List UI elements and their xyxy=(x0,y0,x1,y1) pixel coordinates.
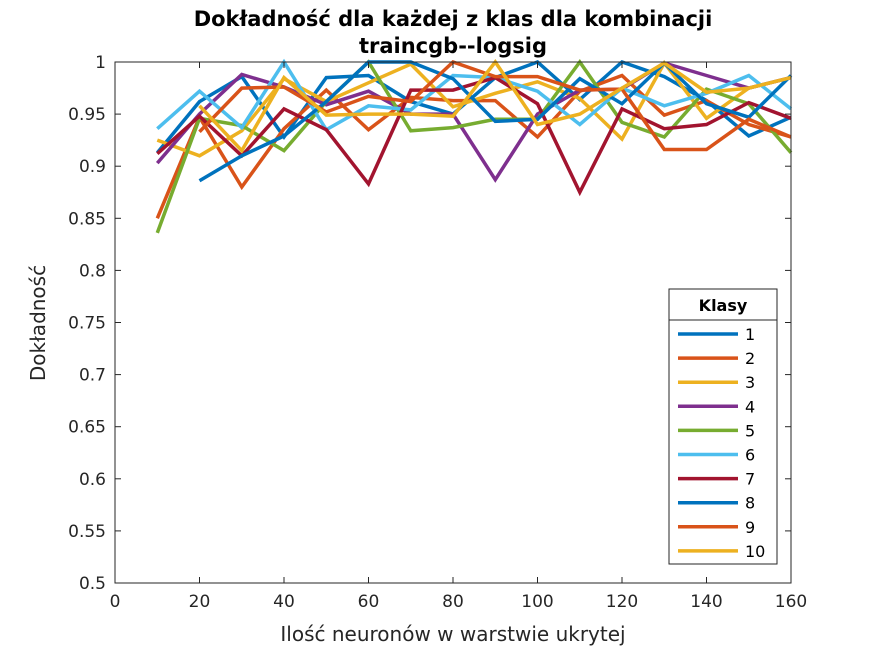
y-tick-label: 0.85 xyxy=(68,209,106,229)
series-line-6 xyxy=(156,58,793,133)
series-line-8 xyxy=(198,60,793,183)
series-line-7 xyxy=(156,75,792,197)
series-line-9 xyxy=(198,60,792,152)
legend-label-6: 6 xyxy=(745,446,755,465)
legend-label-4: 4 xyxy=(745,397,755,416)
y-tick-label: 0.6 xyxy=(79,470,106,490)
legend: Klasy 1 2 3 4 5 6 7 8 9 10 xyxy=(668,288,778,565)
legend-box xyxy=(668,288,778,565)
y-tick-label: 0.55 xyxy=(68,522,106,542)
legend-label-1: 1 xyxy=(745,325,755,344)
x-tick-label: 160 xyxy=(775,592,807,612)
series-layer xyxy=(155,58,793,234)
chart-title-line-1: Dokładność dla każdej z klas dla kombina… xyxy=(194,7,713,31)
y-tick-label: 0.65 xyxy=(68,418,106,438)
x-axis-label: Ilość neuronów w warstwie ukrytej xyxy=(280,622,625,646)
legend-label-5: 5 xyxy=(745,421,755,440)
y-axis-label: Dokładność xyxy=(26,265,50,381)
x-tick-label: 100 xyxy=(521,592,553,612)
x-tick-label: 80 xyxy=(442,592,464,612)
x-tick-label: 20 xyxy=(189,592,211,612)
y-tick-label: 0.95 xyxy=(68,105,106,125)
series-line-4 xyxy=(155,61,792,183)
y-tick-label: 1 xyxy=(95,53,106,73)
y-tick-label: 0.8 xyxy=(79,261,106,281)
legend-title: Klasy xyxy=(699,296,748,315)
x-tick-label: 40 xyxy=(273,592,295,612)
y-tick-label: 0.7 xyxy=(79,366,106,386)
legend-label-9: 9 xyxy=(745,518,755,537)
series-line-5 xyxy=(155,59,793,234)
ticks-layer: 0 20 40 60 80 100 120 140 160 0.5 0.55 0.6 0.65 0.7 0.… xyxy=(68,53,807,612)
legend-label-2: 2 xyxy=(745,349,755,368)
x-tick-label: 120 xyxy=(606,592,638,612)
y-tick-label: 0.5 xyxy=(79,574,106,594)
x-tick-label: 60 xyxy=(358,592,380,612)
legend-entries: 1 2 3 4 5 6 7 8 9 10 xyxy=(678,325,765,561)
legend-label-3: 3 xyxy=(745,373,755,392)
chart-title-line-2: traincgb--logsig xyxy=(359,34,547,58)
x-tick-label: 140 xyxy=(690,592,722,612)
legend-label-7: 7 xyxy=(745,470,755,489)
legend-label-8: 8 xyxy=(745,494,755,513)
legend-label-10: 10 xyxy=(745,542,765,561)
y-tick-label: 0.9 xyxy=(79,157,106,177)
x-tick-label: 0 xyxy=(110,592,121,612)
y-tick-label: 0.75 xyxy=(68,314,106,334)
